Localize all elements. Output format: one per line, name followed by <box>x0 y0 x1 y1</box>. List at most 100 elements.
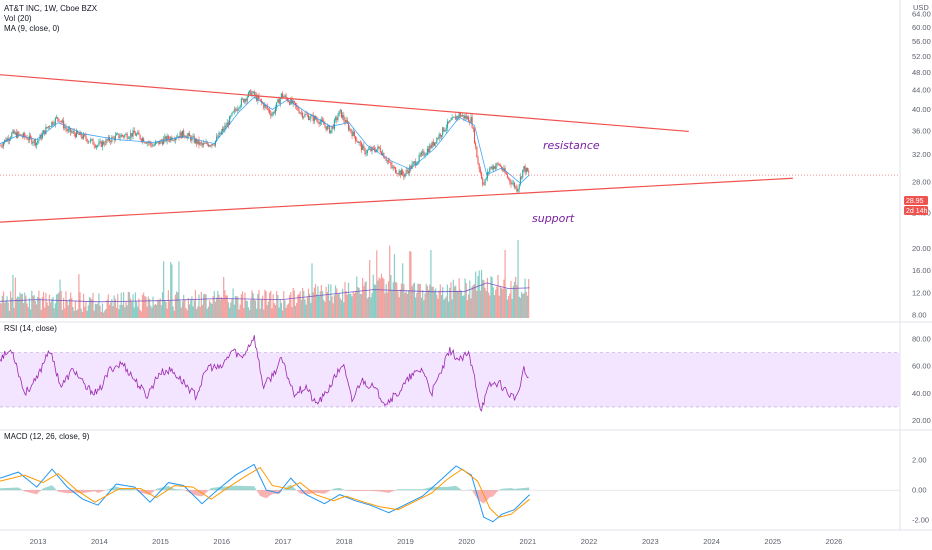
volume-bar <box>227 302 230 318</box>
macd-histogram-bar <box>24 490 26 492</box>
volume-bar <box>366 298 368 318</box>
volume-bar <box>74 301 76 318</box>
candle-body <box>38 139 40 142</box>
volume-bar <box>241 291 244 318</box>
macd-histogram-bar <box>486 490 489 500</box>
volume-bar <box>389 245 391 318</box>
candle-body <box>250 90 252 96</box>
candle-body <box>223 128 225 131</box>
candle-body <box>276 102 278 109</box>
support-trendline <box>0 177 793 223</box>
candle-body <box>379 147 381 152</box>
candle-body <box>340 109 342 118</box>
candle-body <box>127 138 129 139</box>
volume-bar <box>405 291 407 318</box>
volume-pane[interactable] <box>0 240 530 318</box>
price-axis[interactable]: 24.0028.0032.0036.0040.0044.0048.0052.00… <box>912 10 931 525</box>
candle-body <box>449 120 451 123</box>
time-tick-label: 2014 <box>91 537 108 546</box>
volume-bar <box>391 290 393 318</box>
macd-histogram-bar <box>197 490 199 496</box>
volume-bar <box>274 305 277 318</box>
candle-body <box>125 133 127 135</box>
candle-body <box>330 130 332 134</box>
macd-histogram-bar <box>224 486 226 491</box>
ma-legend[interactable]: MA (9, close, 0) <box>4 24 60 33</box>
candle-body <box>104 144 106 145</box>
candle-body <box>386 160 388 162</box>
candle-body <box>349 128 351 130</box>
price-tick-label: 52.00 <box>912 52 931 61</box>
candle-body <box>325 126 327 130</box>
candle-body <box>424 154 426 156</box>
macd-histogram-bar <box>236 485 238 491</box>
volume-bar <box>67 305 69 318</box>
candle-body <box>440 135 443 137</box>
macd-histogram-bar <box>293 488 295 491</box>
volume-bar <box>404 292 406 318</box>
volume-bar <box>147 296 149 318</box>
rsi-label[interactable]: RSI (14, close) <box>4 324 57 333</box>
rsi-legend[interactable]: RSI (14, close) <box>4 324 57 334</box>
macd-histogram-bar <box>86 490 88 493</box>
volume-bar <box>210 302 212 318</box>
volume-bar <box>392 282 394 318</box>
candle-body <box>79 132 81 135</box>
last-price-tag: 28.95 2d 14h <box>904 196 928 215</box>
macd-histogram-bar <box>66 490 68 494</box>
macd-pane[interactable] <box>0 463 900 523</box>
volume-bar <box>385 284 387 318</box>
macd-label[interactable]: MACD (12, 26, close, 9) <box>4 432 90 441</box>
volume-bar <box>451 299 453 318</box>
main-legend[interactable]: AT&T INC, 1W, Cboe BZX Vol (20) MA (9, c… <box>4 4 97 34</box>
volume-bar <box>456 290 458 318</box>
macd-histogram-bar <box>440 487 443 491</box>
volume-bar <box>263 309 265 318</box>
price-pane[interactable] <box>0 74 900 223</box>
macd-histogram-bar <box>452 486 454 491</box>
macd-line <box>0 463 530 523</box>
volume-bar <box>247 307 250 318</box>
macd-histogram-bar <box>247 486 250 491</box>
volume-bar <box>398 297 400 318</box>
volume-bar <box>31 290 33 318</box>
volume-bar <box>179 300 181 318</box>
candle-body <box>269 109 271 113</box>
macd-histogram-bar <box>7 487 9 491</box>
macd-histogram-bar <box>31 490 33 494</box>
volume-bar <box>326 292 328 318</box>
volume-bar <box>7 302 9 318</box>
volume-bar <box>225 295 227 318</box>
macd-histogram-bar <box>44 487 46 491</box>
macd-histogram-bar <box>444 486 446 491</box>
volume-bar <box>271 308 273 318</box>
candle-body <box>485 178 487 180</box>
symbol-title[interactable]: AT&T INC, 1W, Cboe BZX <box>4 4 98 13</box>
volume-bar <box>64 308 66 318</box>
candle-body <box>372 147 374 148</box>
macd-histogram-bar <box>166 486 168 491</box>
rsi-tick-label: 60.00 <box>912 362 931 371</box>
macd-histogram-bar <box>25 490 27 492</box>
candle-body <box>367 149 370 151</box>
candle-body <box>317 119 319 123</box>
rsi-pane[interactable] <box>0 335 900 412</box>
volume-legend[interactable]: Vol (20) <box>4 14 32 23</box>
macd-legend[interactable]: MACD (12, 26, close, 9) <box>4 432 89 442</box>
volume-bar <box>158 300 160 318</box>
volume-bar <box>24 292 26 318</box>
volume-bar <box>523 293 525 318</box>
candle-body <box>271 114 273 116</box>
volume-bar <box>383 278 385 318</box>
candle-body <box>479 169 481 173</box>
volume-bar <box>220 296 222 318</box>
volume-bar <box>278 307 280 318</box>
volume-bar <box>350 293 352 318</box>
macd-histogram-bar <box>351 490 353 491</box>
support-annotation: support <box>532 212 575 225</box>
candle-body <box>435 142 437 144</box>
volume-bar <box>100 311 102 318</box>
volume-bar <box>307 288 310 318</box>
time-axis[interactable]: 2013 2014 2015 2016 2017 2018 2019 2020 2021 2022… <box>30 537 843 546</box>
